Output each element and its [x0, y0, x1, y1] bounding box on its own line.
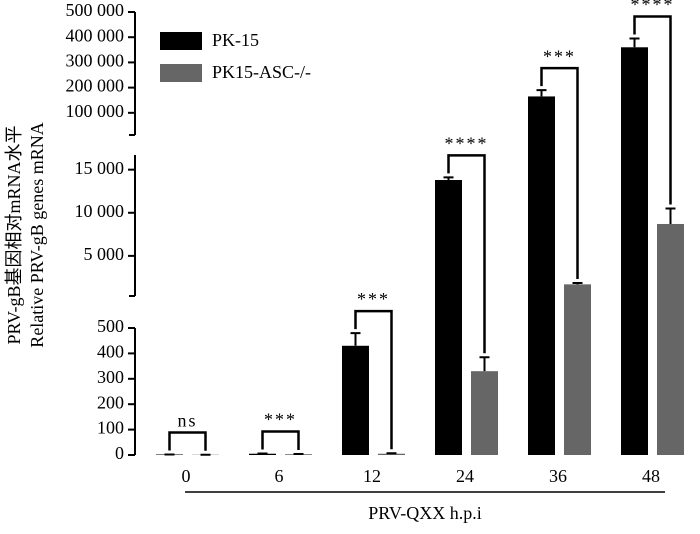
bar [435, 180, 462, 455]
legend-label: PK-15 [212, 30, 259, 50]
y-tick-label: 500 000 [66, 0, 125, 20]
error-bar [536, 89, 547, 97]
error-bar [665, 207, 676, 224]
significance-bracket [261, 430, 300, 450]
bar [621, 47, 648, 455]
x-tick-label: 48 [642, 466, 660, 486]
bar [378, 453, 405, 455]
y-tick-label: 300 [97, 367, 124, 387]
y-tick-label: 15 000 [75, 158, 125, 178]
significance-bracket [447, 154, 486, 354]
error-bar [479, 356, 490, 372]
y-tick-label: 5 000 [84, 244, 125, 264]
legend-label: PK15-ASC-/- [212, 62, 311, 82]
error-bar [629, 37, 640, 48]
y-tick-label: 300 000 [66, 51, 125, 71]
x-tick-label: 12 [363, 466, 381, 486]
significance-label: **** [631, 0, 675, 15]
y-tick-label: 400 [97, 342, 124, 362]
y-tick-label: 200 [97, 392, 124, 412]
y-tick-label: 100 [97, 418, 124, 438]
x-title: PRV-QXX h.p.i [368, 503, 481, 523]
error-bar [350, 332, 361, 346]
y-tick-label: 500 [97, 316, 124, 336]
bar [657, 223, 684, 455]
y-tick-label: 100 000 [66, 101, 125, 121]
significance-bracket [354, 309, 393, 450]
significance-label: *** [264, 410, 297, 430]
significance-bracket [633, 15, 672, 205]
bar [528, 96, 555, 456]
x-tick-label: 6 [275, 466, 284, 486]
x-tick-label: 0 [182, 466, 191, 486]
significance-label: *** [543, 46, 576, 66]
significance-bracket [168, 431, 207, 451]
y-tick-label: 10 000 [75, 201, 125, 221]
x-tick-label: 36 [549, 466, 567, 486]
x-tick-label: 24 [456, 466, 474, 486]
legend-swatch [160, 32, 202, 50]
significance-label: **** [445, 134, 489, 154]
y-tick-label: 400 000 [66, 25, 125, 45]
error-bar [572, 282, 583, 285]
y-title: PRV-gB基因相对mRNA水平 [4, 126, 24, 345]
significance-bracket [540, 66, 579, 280]
bar [471, 371, 498, 455]
y-tick-label: 200 000 [66, 76, 125, 96]
bar [564, 284, 591, 455]
error-bar [443, 176, 454, 181]
y-title: Relative PRV-gB genes mRNA [27, 122, 47, 347]
legend-swatch [160, 64, 202, 82]
significance-label: ns [177, 411, 197, 431]
bar [342, 345, 369, 455]
significance-label: *** [357, 289, 390, 309]
y-tick-label: 0 [115, 443, 124, 463]
error-bar [386, 452, 397, 455]
